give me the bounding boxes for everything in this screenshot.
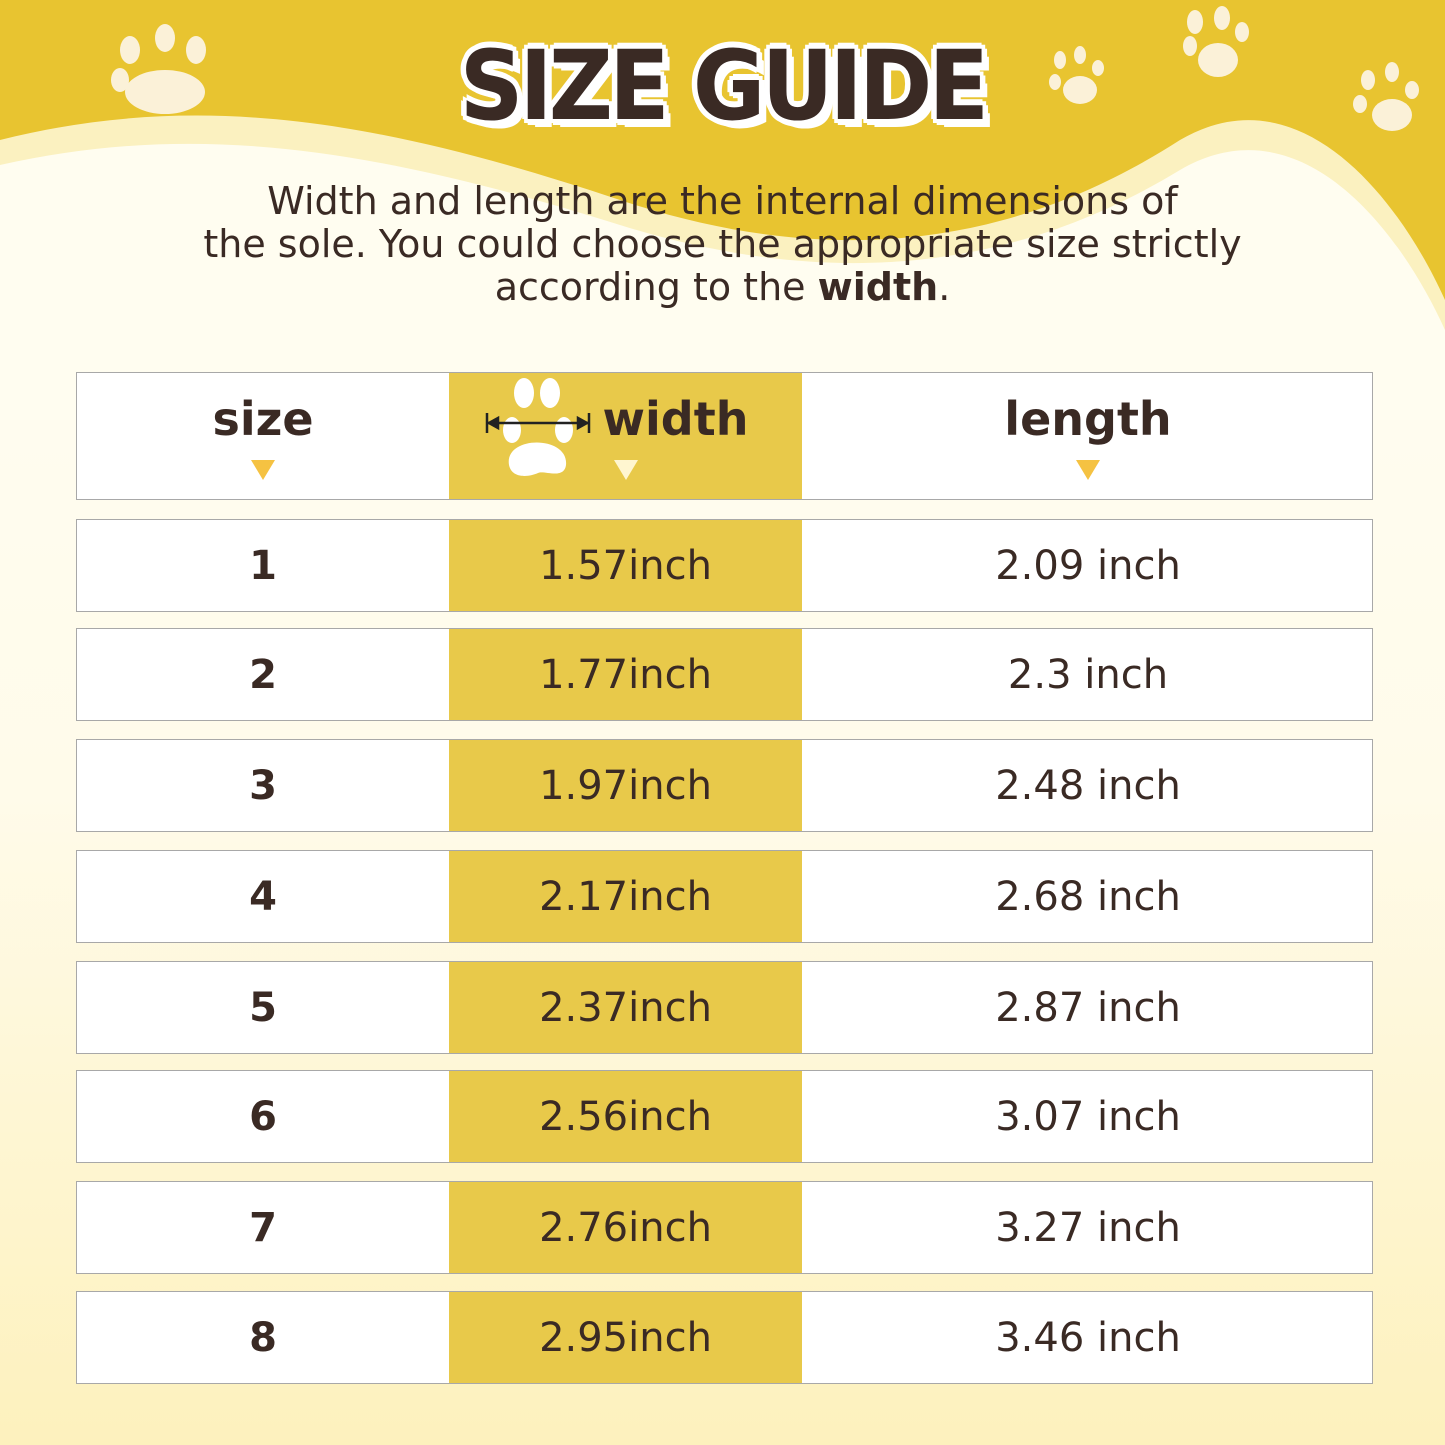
cell-width: 2.37inch <box>449 962 802 1053</box>
table-row: 2 1.77inch 2.3 inch <box>76 628 1373 721</box>
description: Width and length are the internal dimens… <box>150 180 1295 309</box>
triangle-down-icon <box>613 460 638 480</box>
cell-size: 6 <box>249 1093 277 1140</box>
description-line: Width and length are the internal dimens… <box>267 179 1178 223</box>
cell-size: 3 <box>249 762 277 809</box>
cell-size: 5 <box>249 984 277 1031</box>
cell-size: 2 <box>249 651 277 698</box>
description-text: according to the <box>494 265 818 309</box>
cell-length: 3.07 inch <box>995 1093 1181 1140</box>
header-label: width <box>602 392 749 446</box>
header-length: length <box>802 373 1374 499</box>
header-size: size <box>77 373 449 499</box>
table-row: 8 2.95inch 3.46 inch <box>76 1291 1373 1384</box>
cell-width: 2.56inch <box>449 1071 802 1162</box>
page-title: SIZE GUIDE <box>459 30 989 142</box>
cell-width: 2.17inch <box>449 851 802 942</box>
paw-print-icon <box>1183 6 1249 77</box>
banner-background <box>0 0 1445 420</box>
table-row: 4 2.17inch 2.68 inch <box>76 850 1373 943</box>
cell-width: 1.57inch <box>449 520 802 611</box>
table-row: 7 2.76inch 3.27 inch <box>76 1181 1373 1274</box>
table-header: size width length <box>76 372 1373 500</box>
triangle-down-icon <box>1076 460 1100 480</box>
description-emphasis: width <box>817 265 939 309</box>
header-label: size <box>212 392 314 446</box>
cell-length: 2.3 inch <box>1007 651 1169 698</box>
cell-width: 2.76inch <box>449 1182 802 1273</box>
cell-size: 8 <box>249 1314 277 1361</box>
cell-length: 2.87 inch <box>995 984 1181 1031</box>
description-line: according to the width. <box>150 266 1295 309</box>
paw-print-icon <box>1353 62 1419 131</box>
header-width: width <box>449 373 802 499</box>
table-row: 1 1.57inch 2.09 inch <box>76 519 1373 612</box>
triangle-down-icon <box>251 460 275 480</box>
cell-length: 3.27 inch <box>995 1204 1181 1251</box>
table-row: 6 2.56inch 3.07 inch <box>76 1070 1373 1163</box>
table-row: 5 2.37inch 2.87 inch <box>76 961 1373 1054</box>
table-row: 3 1.97inch 2.48 inch <box>76 739 1373 832</box>
cell-width: 1.77inch <box>449 629 802 720</box>
cell-length: 2.09 inch <box>995 542 1181 589</box>
cell-width: 1.97inch <box>449 740 802 831</box>
cell-length: 3.46 inch <box>995 1314 1181 1361</box>
cell-length: 2.48 inch <box>995 762 1181 809</box>
header-label: length <box>1004 392 1172 446</box>
description-text: . <box>938 265 951 309</box>
cell-size: 1 <box>249 542 277 589</box>
cell-size: 4 <box>249 873 277 920</box>
description-line: the sole. You could choose the appropria… <box>203 222 1242 266</box>
paw-print-icon <box>1049 46 1104 104</box>
paw-with-width-arrow-icon <box>485 378 591 476</box>
paw-print-icon <box>111 24 206 114</box>
cell-length: 2.68 inch <box>995 873 1181 920</box>
cell-size: 7 <box>249 1204 277 1251</box>
cell-width: 2.95inch <box>449 1292 802 1383</box>
